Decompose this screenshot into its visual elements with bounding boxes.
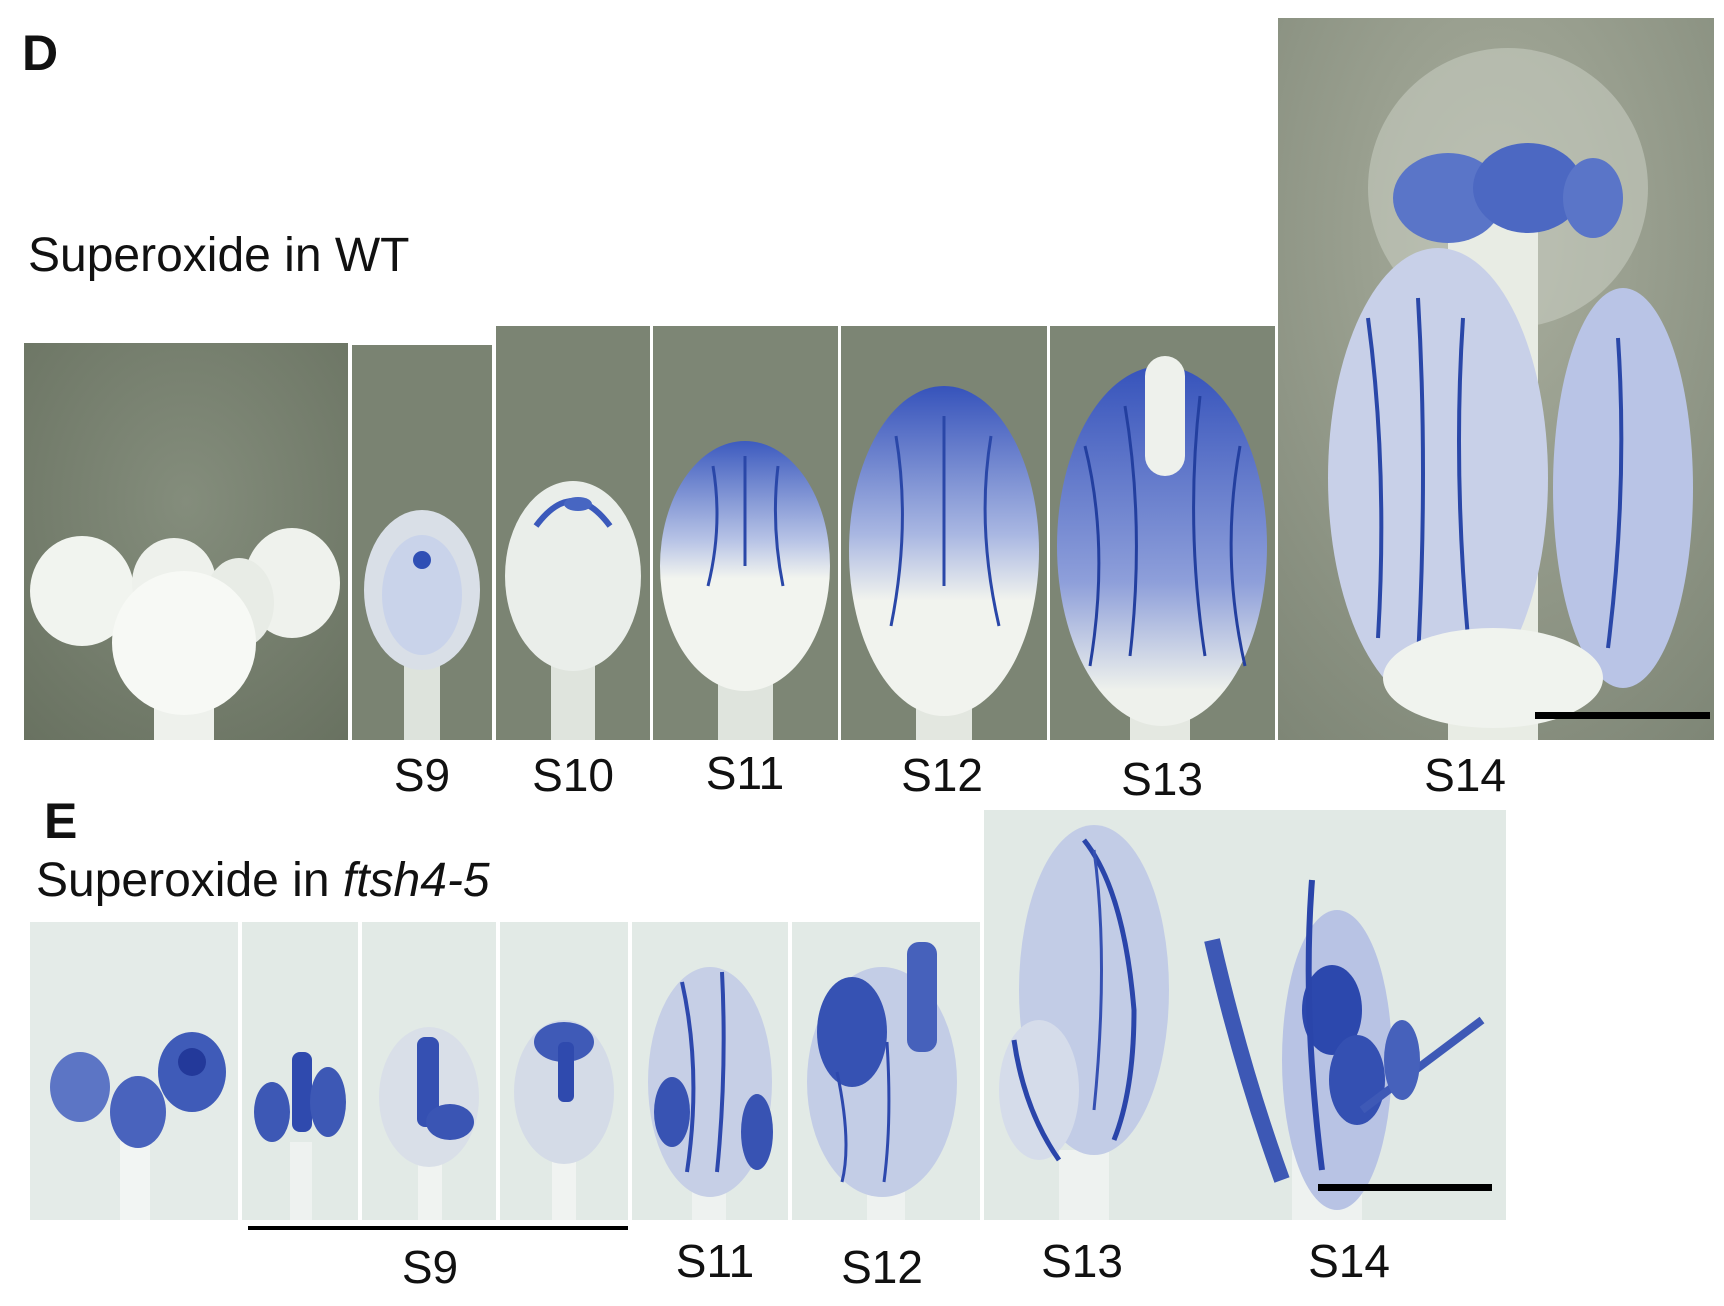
panel-d-heading: Superoxide in WT — [28, 232, 410, 280]
panel-d-stage-label-s11: S11 — [690, 750, 800, 796]
panel-e-stage-label-s12: S12 — [822, 1244, 942, 1290]
mutant-photo-early-buds — [30, 922, 238, 1220]
mutant-photo-s12 — [792, 922, 980, 1220]
panel-e-letter: E — [44, 796, 77, 846]
wt-photo-early-buds — [24, 343, 348, 740]
panel-e-stage-label-s9: S9 — [380, 1244, 480, 1290]
panel-e-scale-bar — [1318, 1184, 1492, 1191]
panel-d-letter: D — [22, 28, 58, 78]
wt-photo-s9 — [352, 345, 492, 740]
mutant-photo-s13 — [984, 810, 1182, 1220]
wt-photo-s13 — [1050, 326, 1275, 740]
mutant-photo-s9-a — [242, 922, 358, 1220]
panel-e-heading: Superoxide in ftsh4-5 — [36, 857, 490, 905]
panel-d-stage-label-s10: S10 — [518, 752, 628, 798]
mutant-photo-s11 — [632, 922, 788, 1220]
panel-d-scale-bar — [1535, 712, 1710, 719]
panel-e-heading-genotype: ftsh4-5 — [343, 854, 490, 907]
panel-e-stage-label-s13: S13 — [1022, 1238, 1142, 1284]
panel-d-stage-label-s12: S12 — [882, 752, 1002, 798]
wt-photo-s11 — [653, 326, 838, 740]
panel-d-stage-label-s13: S13 — [1102, 756, 1222, 802]
panel-d-stage-label-s9: S9 — [372, 752, 472, 798]
mutant-photo-s9-c — [500, 922, 628, 1220]
panel-e-stage-label-s11: S11 — [660, 1238, 770, 1284]
mutant-photo-s14 — [1182, 810, 1506, 1220]
wt-photo-s14 — [1278, 18, 1714, 740]
mutant-photo-s9-b — [362, 922, 496, 1220]
wt-photo-s12 — [841, 326, 1047, 740]
wt-photo-s10 — [496, 326, 650, 740]
panel-e-heading-prefix: Superoxide in — [36, 854, 343, 907]
panel-e-s9-group-line — [248, 1226, 628, 1230]
panel-d-stage-label-s14: S14 — [1400, 752, 1530, 798]
panel-e-stage-label-s14: S14 — [1284, 1238, 1414, 1284]
